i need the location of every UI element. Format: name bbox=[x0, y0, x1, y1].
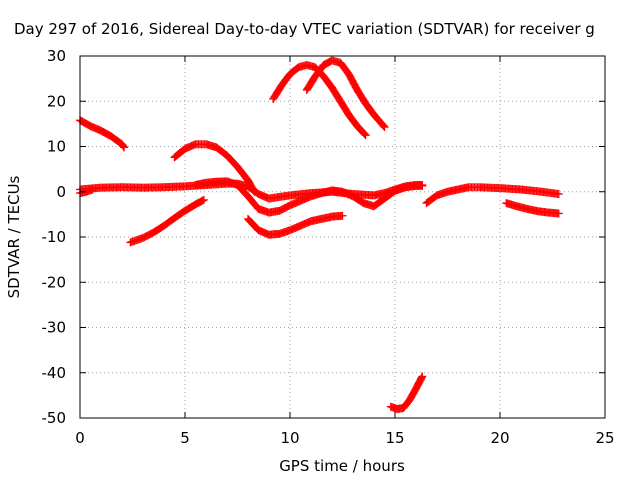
series-2 bbox=[126, 195, 208, 247]
x-tick-label: 5 bbox=[180, 429, 190, 447]
y-axis-label: SDTVAR / TECUs bbox=[5, 175, 23, 298]
tick-marks bbox=[79, 55, 606, 419]
data-point bbox=[120, 143, 129, 152]
data-point bbox=[380, 123, 389, 132]
x-tick-label: 15 bbox=[385, 429, 404, 447]
data-point bbox=[418, 372, 427, 381]
data-point bbox=[338, 211, 347, 220]
y-tick-label: -10 bbox=[42, 228, 67, 246]
data-point bbox=[199, 195, 208, 204]
chart-title: Day 297 of 2016, Sidereal Day-to-day VTE… bbox=[14, 20, 595, 38]
y-tick-label: 30 bbox=[47, 47, 66, 65]
y-tick-label: 20 bbox=[47, 92, 66, 110]
series-11 bbox=[422, 183, 563, 208]
y-tick-label: -30 bbox=[42, 319, 67, 337]
x-tick-label: 25 bbox=[595, 429, 614, 447]
x-tick-label: 10 bbox=[280, 429, 299, 447]
x-tick-label: 20 bbox=[490, 429, 509, 447]
y-tick-label: -40 bbox=[42, 364, 67, 382]
data-point bbox=[554, 209, 563, 218]
series-1 bbox=[76, 116, 129, 152]
y-tick-label: 0 bbox=[56, 183, 66, 201]
data-point bbox=[379, 121, 388, 130]
y-tick-label: 10 bbox=[47, 138, 66, 156]
data-point bbox=[119, 142, 128, 151]
data-point bbox=[361, 131, 370, 140]
x-axis-label: GPS time / hours bbox=[279, 457, 405, 475]
grid-lines bbox=[80, 56, 605, 418]
data-point bbox=[88, 185, 97, 194]
y-tick-labels: -50 -40 -30 -20 -10 0 10 20 30 bbox=[42, 47, 67, 427]
series-6 bbox=[191, 177, 427, 217]
series-10 bbox=[386, 372, 427, 413]
series-8 bbox=[269, 61, 370, 140]
x-tick-labels: 0 5 10 15 20 25 bbox=[75, 429, 614, 447]
data-point bbox=[360, 130, 369, 139]
y-tick-label: -50 bbox=[42, 409, 67, 427]
series-12 bbox=[502, 199, 563, 218]
series-7 bbox=[244, 211, 347, 239]
data-point bbox=[359, 129, 368, 138]
series-9 bbox=[302, 56, 389, 132]
data-points bbox=[76, 56, 563, 413]
data-point bbox=[418, 181, 427, 190]
x-tick-label: 0 bbox=[75, 429, 85, 447]
data-point bbox=[554, 190, 563, 199]
y-tick-label: -20 bbox=[42, 273, 67, 291]
